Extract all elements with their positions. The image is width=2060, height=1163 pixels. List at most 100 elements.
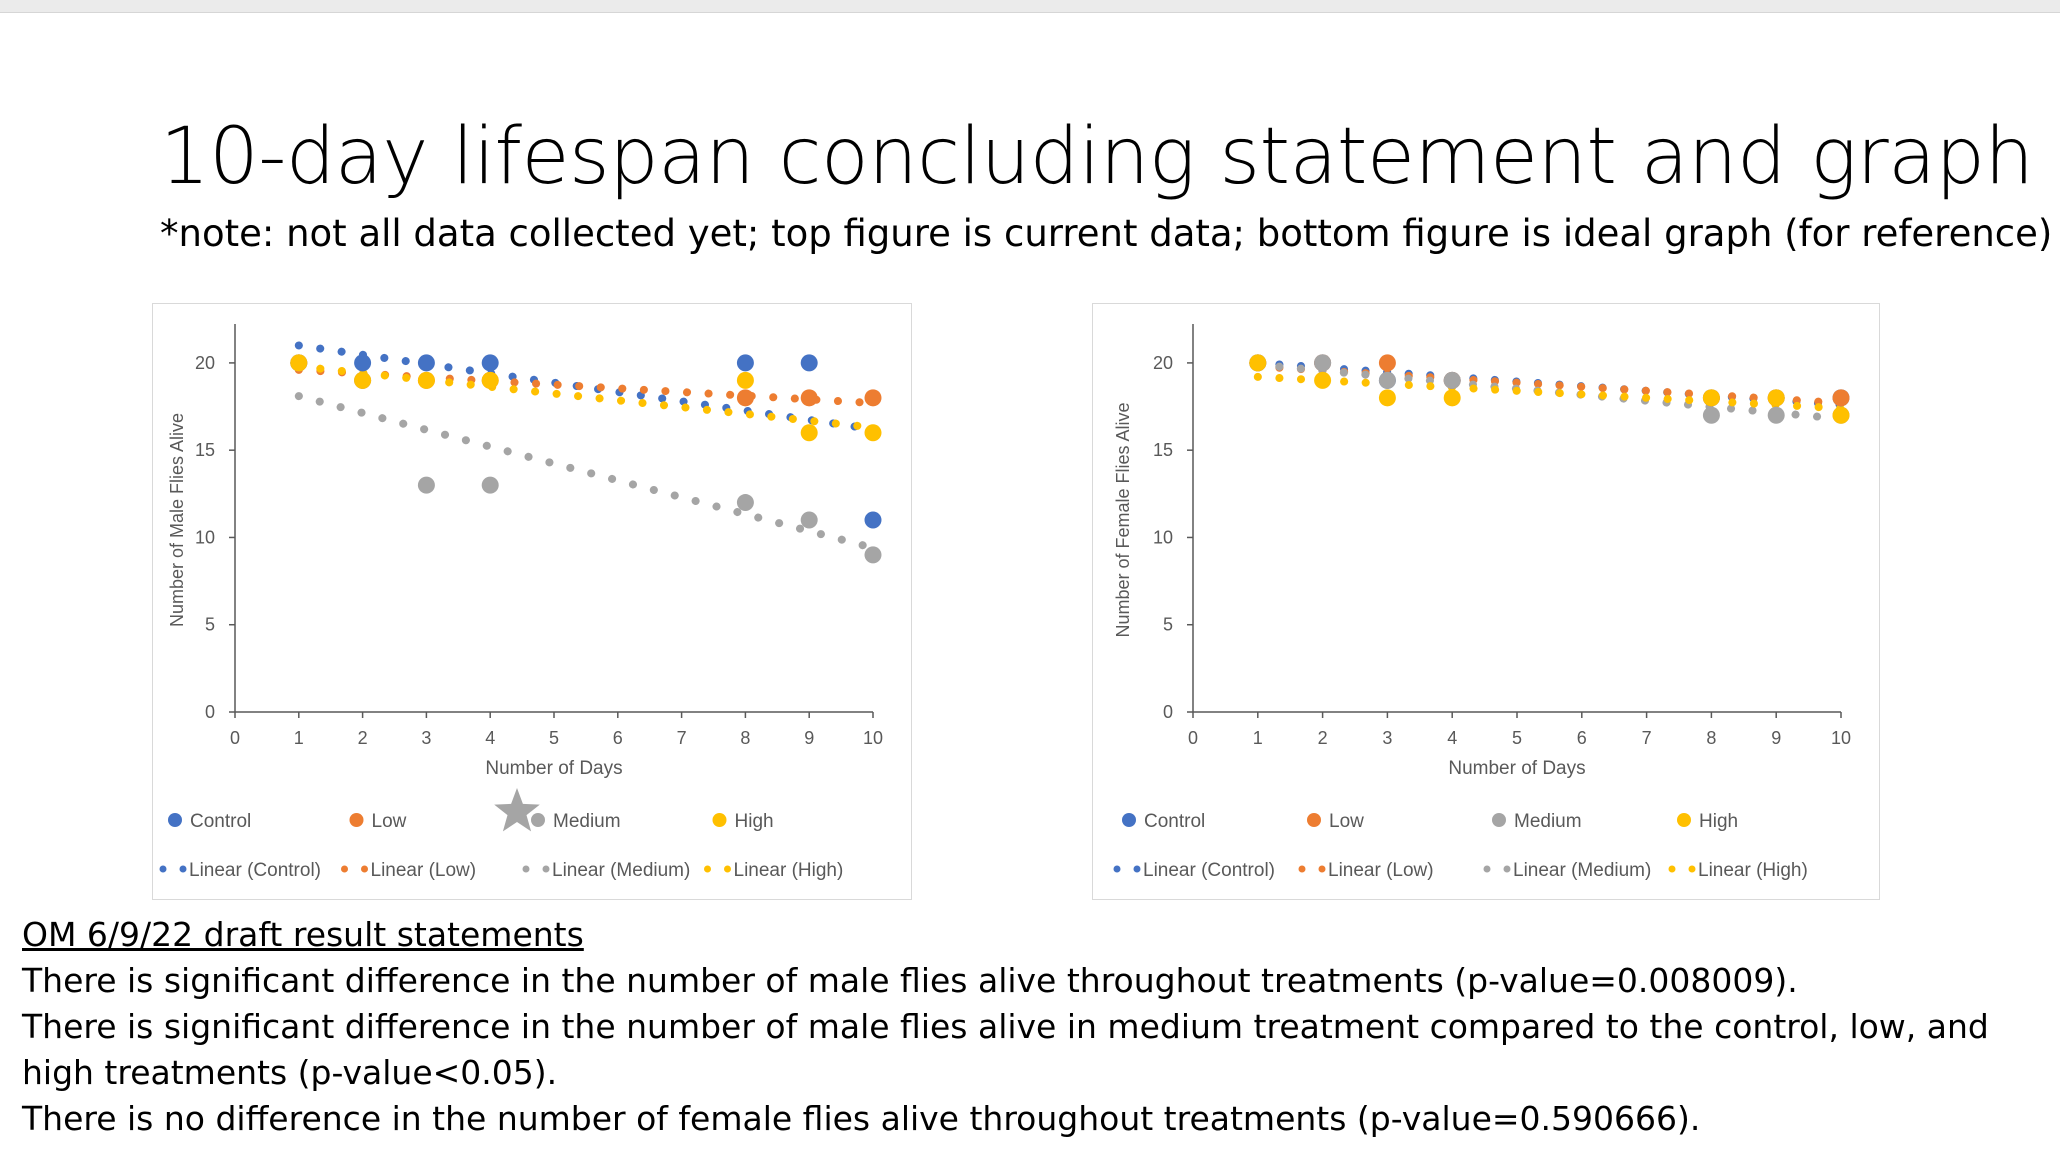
x-tick-label: 0: [1188, 728, 1198, 748]
legend-trend-marker: [724, 865, 731, 873]
legend-label-low: Low: [372, 811, 407, 832]
x-tick-label: 10: [863, 728, 883, 748]
legend-marker-medium: [1492, 813, 1506, 827]
trendline-medium: [294, 392, 877, 552]
statements-heading: OM 6/9/22 draft result statements: [22, 915, 584, 954]
legend-trend-marker: [341, 865, 348, 873]
data-point-high: [1314, 371, 1332, 389]
data-point-medium: [800, 511, 818, 529]
data-point-high: [800, 424, 818, 442]
legend-trend-marker: [1503, 865, 1511, 873]
legend-trend-marker: [179, 865, 187, 873]
x-tick-label: 1: [294, 728, 304, 748]
y-tick-label: 0: [1163, 702, 1173, 722]
data-point-high: [290, 354, 308, 372]
result-statements: OM 6/9/22 draft result statements There …: [22, 912, 2042, 1142]
x-tick-label: 2: [1318, 728, 1328, 748]
legend-label-low: Low: [1329, 811, 1364, 832]
female-flies-chart-svg: 0 5 10 15 20 0 1 2 3 4 5 6 7 8 9 10 Number of Days Number…: [1113, 324, 1851, 881]
legend-label-medium: Medium: [1514, 811, 1582, 832]
y-axis-title: Number of Female Flies Alive: [1113, 402, 1133, 637]
male-flies-chart-svg: 0 5 10 15 20 0 1 2 3 4 5 6 7 8 9 10 Number of Days Number…: [159, 324, 883, 881]
data-point-medium: [481, 476, 499, 494]
data-point-medium: [1443, 371, 1461, 389]
legend-label-control: Control: [1144, 811, 1205, 832]
data-point-medium: [864, 546, 882, 564]
x-tick-label: 6: [1577, 728, 1587, 748]
data-point-high: [1832, 406, 1850, 424]
data-point-high: [736, 371, 754, 389]
legend-marker-medium: [531, 813, 545, 827]
x-tick-label: 10: [1831, 728, 1851, 748]
legend-marker-low: [1307, 813, 1321, 827]
data-point-medium: [1314, 354, 1332, 372]
legend-trend-label: Linear (Control): [1143, 860, 1275, 881]
legend-label-medium: Medium: [553, 811, 621, 832]
legend-trend-marker: [542, 865, 550, 873]
y-axis-title: Number of Male Flies Alive: [167, 413, 187, 627]
legend-marker-high: [1677, 813, 1691, 827]
legend-marker-control: [168, 813, 182, 827]
legend-trend-label: Linear (High): [734, 860, 844, 881]
x-tick-label: 5: [1512, 728, 1522, 748]
y-tick-label: 15: [1153, 440, 1173, 460]
male-flies-chart: 0 5 10 15 20 0 1 2 3 4 5 6 7 8 9 10 Number of Days Number…: [152, 303, 912, 900]
legend-trend-marker: [1668, 865, 1676, 873]
data-point-medium: [1378, 371, 1396, 389]
data-point-medium: [1767, 406, 1785, 424]
window-top-bar: [0, 0, 2060, 13]
data-point-control: [800, 354, 818, 372]
legend-trend-marker: [1318, 865, 1326, 873]
data-point-high: [864, 424, 882, 442]
data-point-control: [864, 511, 882, 529]
x-tick-label: 9: [1771, 728, 1781, 748]
x-tick-label: 1: [1253, 728, 1263, 748]
legend-label-control: Control: [190, 811, 251, 832]
data-point-high: [1767, 389, 1785, 407]
data-point-medium: [736, 494, 754, 512]
data-point-low: [1832, 389, 1850, 407]
x-tick-label: 3: [421, 728, 431, 748]
legend-trend-label: Linear (Medium): [1513, 860, 1651, 881]
legend-marker-control: [1122, 813, 1136, 827]
female-flies-chart: 0 5 10 15 20 0 1 2 3 4 5 6 7 8 9 10 Number of Days Number…: [1092, 303, 1880, 900]
legend-trend-marker: [704, 865, 711, 873]
y-tick-label: 5: [205, 615, 215, 635]
trendline-high: [1253, 372, 1845, 413]
trendline-low: [294, 365, 877, 408]
legend-trend-marker: [1113, 865, 1121, 873]
legend-label-high: High: [735, 811, 774, 832]
legend-trend-label: Linear (High): [1698, 860, 1808, 881]
data-point-low: [800, 389, 818, 407]
y-tick-label: 0: [205, 702, 215, 722]
legend-trend-marker: [159, 865, 167, 873]
legend-trend-marker: [522, 865, 530, 873]
data-point-medium: [1702, 406, 1720, 424]
x-axis-title: Number of Days: [485, 758, 622, 779]
y-tick-label: 20: [195, 353, 215, 373]
legend-trend-label: Linear (Low): [1328, 860, 1434, 881]
legend-marker-high: [712, 813, 727, 827]
x-tick-label: 8: [740, 728, 750, 748]
x-tick-label: 4: [1447, 728, 1457, 748]
slide-title: 10-day lifespan concluding statement and…: [160, 112, 2034, 202]
data-point-control: [417, 354, 435, 372]
legend-trend-label: Linear (Control): [189, 860, 321, 881]
legend-trend-label: Linear (Low): [371, 860, 477, 881]
legend-trend-label: Linear (Medium): [552, 860, 690, 881]
x-tick-label: 3: [1382, 728, 1392, 748]
x-tick-label: 2: [358, 728, 368, 748]
y-tick-label: 5: [1163, 615, 1173, 635]
legend-trend-marker: [361, 865, 368, 873]
data-point-high: [1443, 389, 1461, 407]
x-tick-label: 7: [1642, 728, 1652, 748]
data-point-control: [354, 354, 372, 372]
legend-label-high: High: [1699, 811, 1738, 832]
data-point-high: [481, 371, 499, 389]
x-tick-label: 5: [549, 728, 559, 748]
x-axis-title: Number of Days: [1448, 758, 1585, 779]
legend-trend-marker: [1688, 865, 1696, 873]
x-tick-label: 9: [804, 728, 814, 748]
x-tick-label: 7: [677, 728, 687, 748]
y-tick-label: 10: [195, 527, 215, 547]
